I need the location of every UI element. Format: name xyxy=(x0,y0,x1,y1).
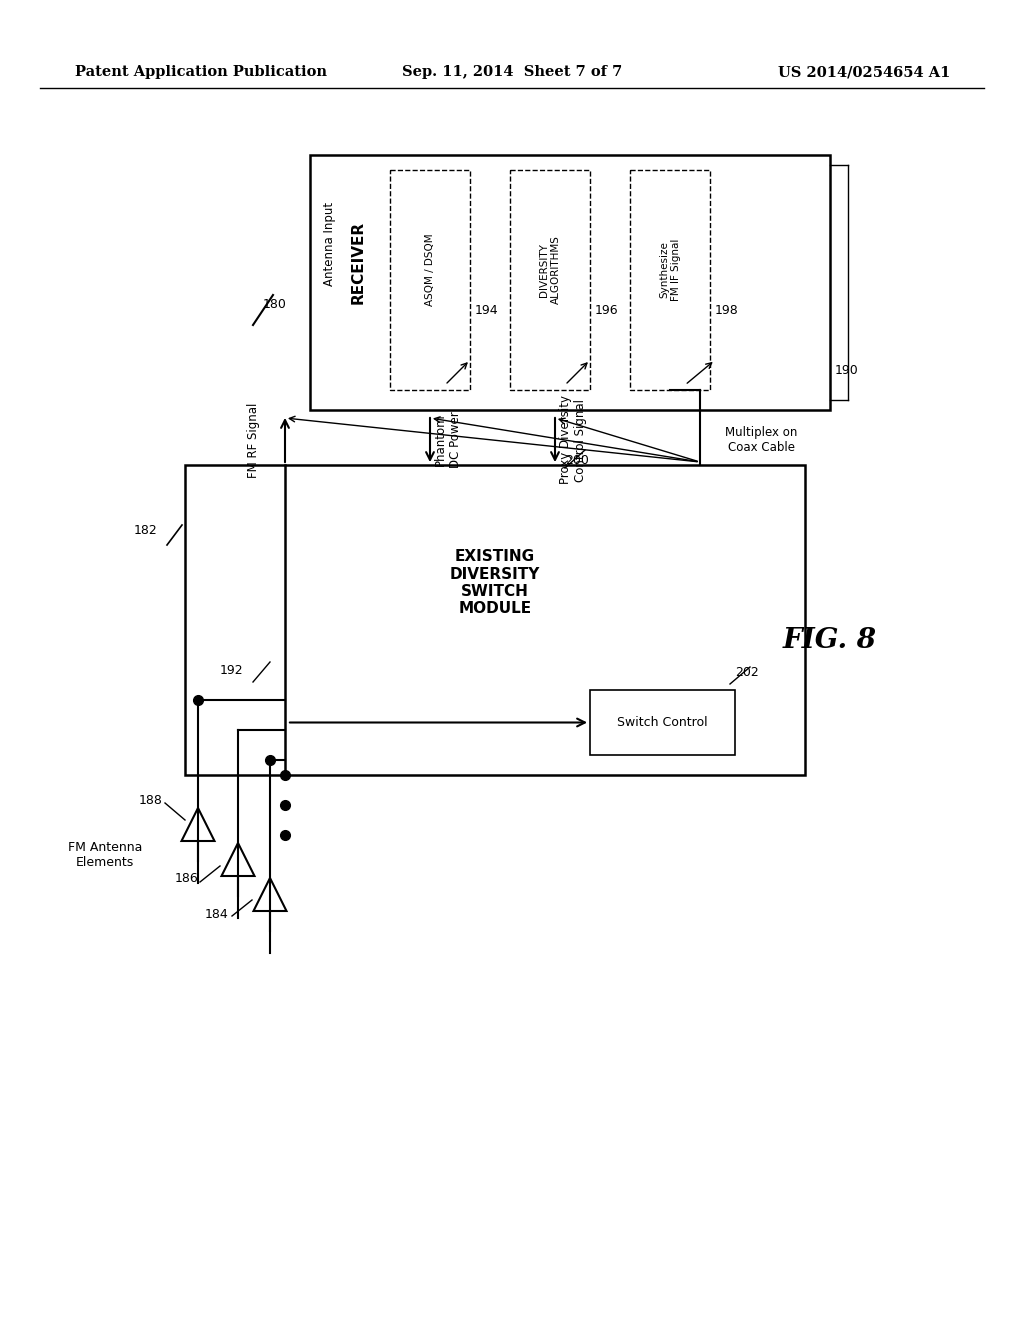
Text: FIG. 8: FIG. 8 xyxy=(783,627,877,653)
Text: 196: 196 xyxy=(595,304,618,317)
Text: 184: 184 xyxy=(204,908,228,920)
Bar xyxy=(630,170,710,389)
Text: FM Antenna
Elements: FM Antenna Elements xyxy=(68,841,142,869)
Text: Synthesize
FM IF Signal: Synthesize FM IF Signal xyxy=(659,239,681,301)
Bar xyxy=(185,465,805,775)
Text: Switch Control: Switch Control xyxy=(617,715,708,729)
Text: 198: 198 xyxy=(715,304,738,317)
Text: US 2014/0254654 A1: US 2014/0254654 A1 xyxy=(777,65,950,79)
Text: RECEIVER: RECEIVER xyxy=(350,220,366,304)
Text: FM RF Signal: FM RF Signal xyxy=(247,403,259,478)
Text: 186: 186 xyxy=(174,871,198,884)
Text: Patent Application Publication: Patent Application Publication xyxy=(75,65,327,79)
Bar xyxy=(390,170,470,389)
Bar xyxy=(310,154,830,411)
Text: 200: 200 xyxy=(565,454,589,466)
Text: Proxy Diversity
Control Signal: Proxy Diversity Control Signal xyxy=(559,396,587,484)
Bar xyxy=(590,690,735,755)
Text: Multiplex on
Coax Cable: Multiplex on Coax Cable xyxy=(725,426,798,454)
Text: 190: 190 xyxy=(835,363,859,376)
Text: Antenna Input: Antenna Input xyxy=(324,202,337,286)
Text: 192: 192 xyxy=(219,664,243,676)
Text: 188: 188 xyxy=(139,793,163,807)
Text: DIVERSITY
ALGORITHMS: DIVERSITY ALGORITHMS xyxy=(540,235,561,305)
Text: Phantom
DC Power: Phantom DC Power xyxy=(434,412,462,469)
Text: ASQM / DSQM: ASQM / DSQM xyxy=(425,234,435,306)
Text: 180: 180 xyxy=(263,298,287,312)
Text: EXISTING
DIVERSITY
SWITCH
MODULE: EXISTING DIVERSITY SWITCH MODULE xyxy=(450,549,541,616)
Bar xyxy=(510,170,590,389)
Text: 202: 202 xyxy=(735,665,759,678)
Text: 182: 182 xyxy=(133,524,157,536)
Text: Sep. 11, 2014  Sheet 7 of 7: Sep. 11, 2014 Sheet 7 of 7 xyxy=(401,65,623,79)
Text: 194: 194 xyxy=(475,304,499,317)
